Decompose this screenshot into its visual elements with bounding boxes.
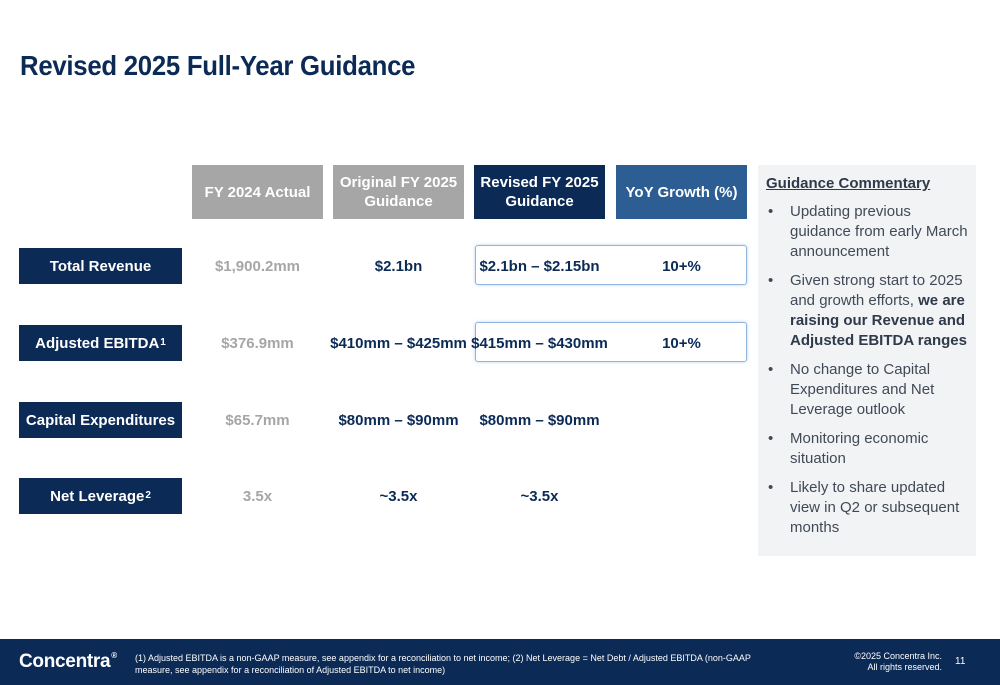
guidance-commentary-panel: Guidance Commentary Updating previous gu… xyxy=(758,165,976,556)
footnote-marker: 2 xyxy=(145,489,151,501)
commentary-item: Likely to share updated view in Q2 or su… xyxy=(766,478,968,538)
cell-revenue-fy2024: $1,900.2mm xyxy=(214,257,301,275)
copyright: ©2025 Concentra Inc. All rights reserved… xyxy=(830,651,942,673)
commentary-item: Monitoring economic situation xyxy=(766,429,968,469)
row-label-net-leverage: Net Leverage 2 xyxy=(19,478,182,514)
column-header-revised-guidance: Revised FY 2025 Guidance xyxy=(474,165,605,219)
commentary-list: Updating previous guidance from early Ma… xyxy=(766,202,968,538)
row-label-capital-expenditures: Capital Expenditures xyxy=(19,402,182,438)
commentary-item-bold-text: we are raising our Revenue and Adjusted … xyxy=(790,292,967,349)
concentra-logo: Concentra® xyxy=(19,651,117,673)
page-number: 11 xyxy=(955,656,966,667)
cell-capex-revised: $80mm – $90mm xyxy=(479,411,600,429)
column-header-yoy-growth: YoY Growth (%) xyxy=(616,165,747,219)
cell-ebitda-revised: $415mm – $430mm xyxy=(471,334,608,352)
cell-ebitda-yoy: 10+% xyxy=(662,334,701,352)
commentary-title: Guidance Commentary xyxy=(766,175,931,192)
commentary-item-text: Given strong start to 2025 and growth ef… xyxy=(790,272,963,309)
cell-revenue-revised: $2.1bn – $2.15bn xyxy=(479,257,600,275)
cell-ebitda-original: $410mm – $425mm xyxy=(330,334,467,352)
cell-capex-fy2024: $65.7mm xyxy=(225,411,290,429)
footnote-text: (1) Adjusted EBITDA is a non-GAAP measur… xyxy=(135,653,751,675)
commentary-item: Updating previous guidance from early Ma… xyxy=(766,202,968,262)
column-header-original-guidance: Original FY 2025 Guidance xyxy=(333,165,464,219)
logo-text: Concentra xyxy=(19,651,111,672)
registered-mark: ® xyxy=(111,651,117,660)
cell-revenue-original: $2.1bn xyxy=(374,257,423,275)
cell-revenue-yoy: 10+% xyxy=(662,257,701,275)
footer-bar: Concentra® (1) Adjusted EBITDA is a non-… xyxy=(0,639,1000,685)
cell-leverage-fy2024: 3.5x xyxy=(242,487,273,505)
page-title: Revised 2025 Full-Year Guidance xyxy=(20,50,416,81)
row-label-text: Net Leverage xyxy=(50,487,145,505)
row-label-total-revenue: Total Revenue xyxy=(19,248,182,284)
copyright-line: All rights reserved. xyxy=(867,662,942,672)
commentary-item-text: Updating previous guidance from early Ma… xyxy=(790,203,968,260)
copyright-line: ©2025 Concentra Inc. xyxy=(854,651,942,661)
cell-capex-original: $80mm – $90mm xyxy=(338,411,459,429)
commentary-item-text: Likely to share updated view in Q2 or su… xyxy=(790,479,960,536)
commentary-item-text: No change to Capital Expenditures and Ne… xyxy=(790,361,935,418)
row-label-text: Adjusted EBITDA xyxy=(35,334,160,352)
highlight-box-revenue xyxy=(475,245,747,285)
highlight-box-ebitda xyxy=(475,322,747,362)
row-label-text: Total Revenue xyxy=(49,257,152,275)
cell-ebitda-fy2024: $376.9mm xyxy=(221,334,294,352)
row-label-adjusted-ebitda: Adjusted EBITDA 1 xyxy=(19,325,182,361)
cell-leverage-revised: ~3.5x xyxy=(520,487,559,505)
commentary-item: Given strong start to 2025 and growth ef… xyxy=(766,271,968,351)
commentary-item: No change to Capital Expenditures and Ne… xyxy=(766,360,968,420)
commentary-item-text: Monitoring economic situation xyxy=(790,430,929,467)
cell-leverage-original: ~3.5x xyxy=(379,487,418,505)
column-header-fy2024-actual: FY 2024 Actual xyxy=(192,165,323,219)
row-label-text: Capital Expenditures xyxy=(25,411,176,429)
footnote-marker: 1 xyxy=(160,336,166,348)
